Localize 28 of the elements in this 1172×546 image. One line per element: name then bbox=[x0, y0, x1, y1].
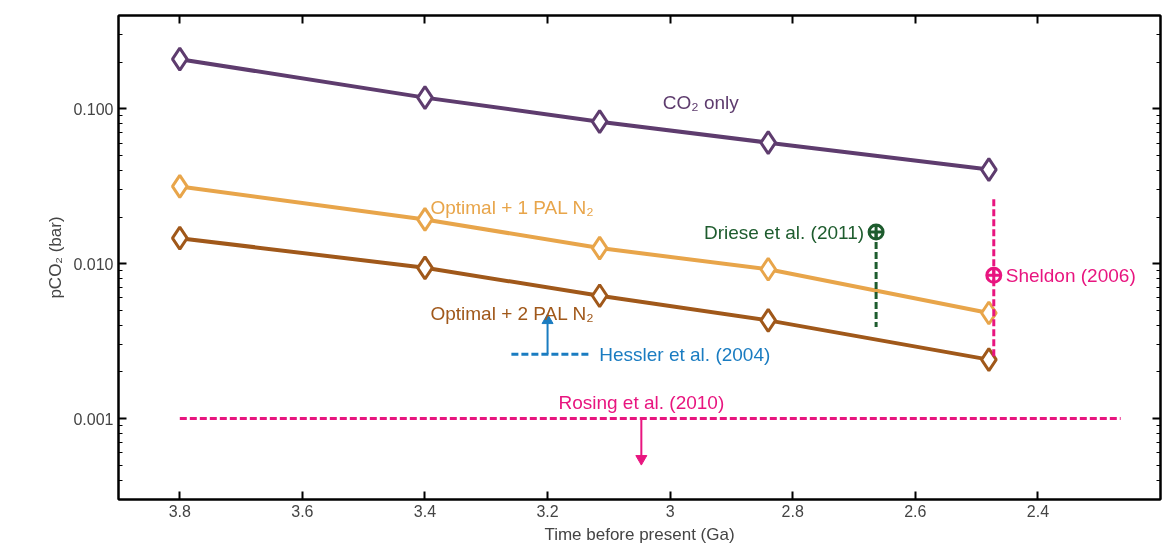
point bbox=[759, 256, 778, 282]
point bbox=[590, 235, 609, 261]
x-tick-label: 3 bbox=[665, 502, 675, 520]
annotation: Rosing et al. (2010) bbox=[558, 392, 725, 414]
point bbox=[170, 173, 189, 199]
x-axis-title: Time before present (Ga) bbox=[544, 524, 735, 544]
y-tick-label: 0.100 bbox=[73, 100, 114, 118]
point bbox=[590, 283, 609, 309]
annotation: Sheldon (2006) bbox=[1005, 264, 1136, 286]
x-tick-label: 3.6 bbox=[291, 502, 314, 520]
point bbox=[590, 109, 609, 135]
x-tick-label: 3.4 bbox=[413, 502, 437, 520]
annotation: Driese et al. (2011) bbox=[703, 221, 865, 243]
x-tick-label: 2.6 bbox=[904, 502, 927, 520]
x-tick-label: 3.2 bbox=[536, 502, 559, 520]
x-tick-label: 3.8 bbox=[168, 502, 192, 520]
y-axis-title: pCO₂ (bar) bbox=[46, 216, 66, 299]
series-label: Optimal + 1 PAL N₂ bbox=[430, 197, 594, 219]
point bbox=[170, 225, 189, 251]
series-label: CO₂ only bbox=[662, 91, 740, 113]
x-tick-label: 2.8 bbox=[781, 502, 804, 520]
point bbox=[759, 130, 778, 156]
point bbox=[170, 46, 189, 72]
y-tick-label: 0.001 bbox=[73, 410, 114, 428]
y-tick-label: 0.010 bbox=[73, 255, 114, 273]
annotation: Hessler et al. (2004) bbox=[599, 343, 771, 365]
point bbox=[759, 307, 778, 333]
x-tick-label: 2.4 bbox=[1026, 502, 1050, 520]
